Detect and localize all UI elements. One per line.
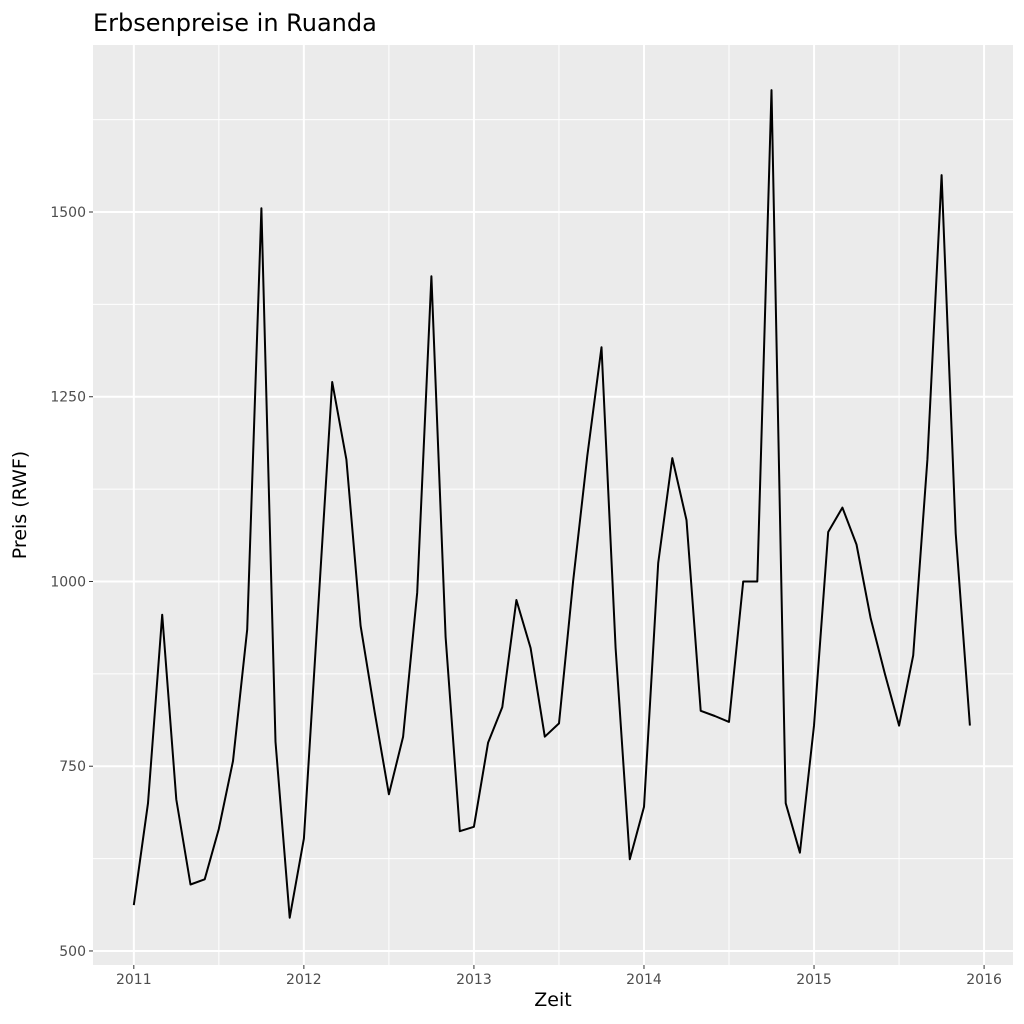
y-tick-label: 1250 [50, 390, 86, 406]
x-tick-label: 2011 [116, 972, 152, 988]
chart-title: Erbsenpreise in Ruanda [93, 9, 377, 37]
x-tick-label: 2013 [456, 972, 492, 988]
x-tick-label: 2012 [286, 972, 322, 988]
gridlines [93, 45, 1013, 965]
plot-panel [93, 45, 1013, 965]
y-tick-label: 750 [59, 759, 86, 775]
x-tick-label: 2014 [626, 972, 662, 988]
x-tick-label: 2016 [966, 972, 1002, 988]
price-line [132, 89, 971, 919]
y-axis-label: Preis (RWF) [9, 451, 31, 559]
x-tick-label: 2015 [796, 972, 832, 988]
y-tick-label: 500 [59, 944, 86, 960]
axis-ticks: 500 750 1000 1250 1500 2011 2012 2013 2014 2015 20… [50, 205, 1002, 988]
y-tick-label: 1000 [50, 574, 86, 590]
y-tick-label: 1500 [50, 205, 86, 221]
x-axis-label: Zeit [534, 989, 571, 1011]
